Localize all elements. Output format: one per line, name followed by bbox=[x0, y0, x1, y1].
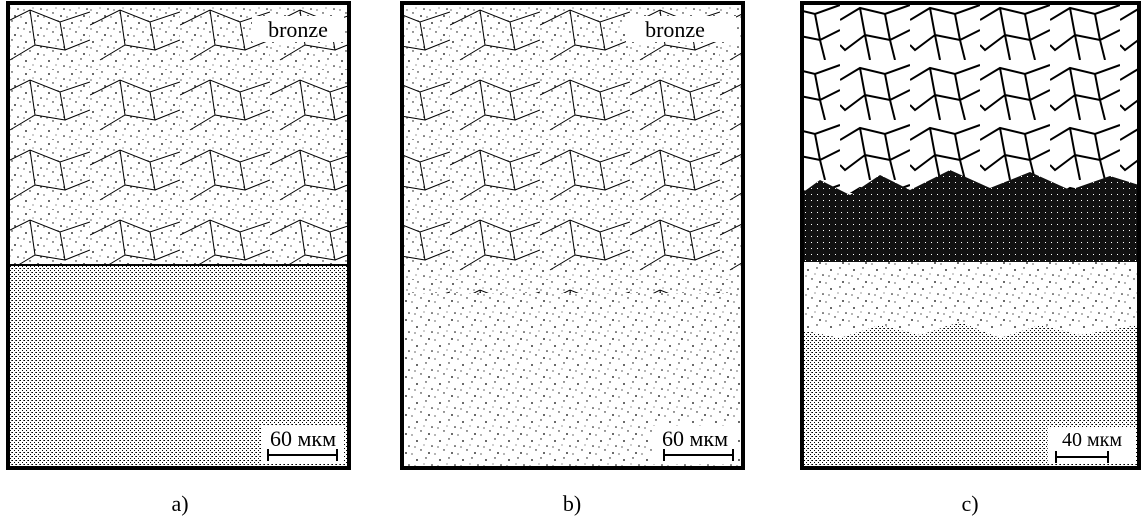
panel-label: b) bbox=[563, 491, 581, 516]
scale-label: 40 мкм bbox=[1062, 429, 1122, 451]
panel-a: bronze 60 мкм bbox=[8, 3, 349, 468]
micrograph-top bbox=[8, 3, 349, 265]
panel-label: a) bbox=[171, 491, 188, 516]
scale-label: 60 мкм bbox=[662, 426, 728, 451]
material-label: bronze bbox=[268, 17, 328, 42]
micrograph-grains bbox=[802, 3, 1139, 193]
panel-b: bronze 60 мкм bbox=[402, 3, 743, 468]
page: bronze 60 мкм bronze 60 мкм 40 мкм a) b)… bbox=[0, 0, 1144, 519]
material-label: bronze bbox=[645, 17, 705, 42]
micrograph-top bbox=[402, 3, 743, 293]
panel-c: 40 мкм bbox=[802, 3, 1139, 468]
white-layer bbox=[802, 262, 1139, 330]
figure: bronze 60 мкм bronze 60 мкм 40 мкм a) b)… bbox=[0, 0, 1144, 519]
panel-label: c) bbox=[961, 491, 978, 516]
scale-label: 60 мкм bbox=[270, 426, 336, 451]
